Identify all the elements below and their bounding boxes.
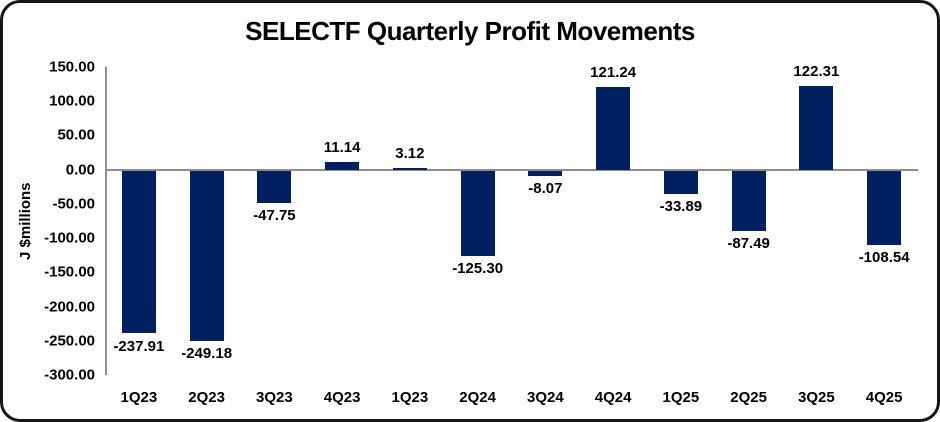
bar-value-label: 11.14 <box>323 139 361 157</box>
chart-title: SELECTF Quarterly Profit Movements <box>245 16 695 46</box>
y-tick-label: -250.00 <box>44 332 95 350</box>
x-tick-label: 3Q24 <box>527 389 564 406</box>
y-axis-line <box>105 67 107 375</box>
bar <box>528 170 563 177</box>
y-tick-label: 0.00 <box>65 161 95 179</box>
x-tick-label: 1Q23 <box>120 389 158 406</box>
x-tick-label: 4Q23 <box>323 389 361 406</box>
x-tick-label: 1Q25 <box>662 389 700 406</box>
y-tick-label: 50.00 <box>57 126 95 144</box>
y-tick-label: -150.00 <box>44 263 95 281</box>
x-tick-label: 2Q23 <box>188 389 225 406</box>
x-tick-label: 3Q25 <box>798 389 835 406</box>
bar <box>325 162 360 170</box>
bar <box>121 170 156 334</box>
y-tick-label: -300.00 <box>44 366 95 384</box>
y-tick-label: 100.00 <box>49 92 95 110</box>
y-tick-label: -200.00 <box>44 298 95 316</box>
y-tick-label: -100.00 <box>44 229 95 247</box>
bar <box>392 167 427 170</box>
bar <box>867 170 902 245</box>
bar <box>189 170 224 342</box>
x-tick-label: 1Q23 <box>391 389 429 406</box>
bar-value-label: 121.24 <box>590 63 637 81</box>
x-axis-labels: 1Q23 2Q23 3Q23 4Q23 1Q23 2Q24 3Q24 4Q24 1Q25 2Q25… <box>105 385 918 411</box>
bar <box>663 170 698 194</box>
bar-value-label: -237.91 <box>113 337 165 355</box>
plot-area: -237.91 -249.18 -47.75 11.14 3.12 -125.30 -8.0… <box>105 63 918 375</box>
y-tick-label: 150.00 <box>49 58 95 76</box>
bar <box>460 170 495 257</box>
y-tick-label: -50.00 <box>52 195 95 213</box>
x-tick-label: 4Q25 <box>865 389 903 406</box>
y-axis-ticks: 150.00 100.00 50.00 0.00 -50.00 -100.00 -150.0… <box>3 59 95 384</box>
bar <box>731 170 766 231</box>
bar-value-label: -87.49 <box>727 234 770 252</box>
bar <box>799 85 834 170</box>
bar-value-label: -33.89 <box>659 197 703 215</box>
x-tick-label: 2Q25 <box>730 389 767 406</box>
zero-axis-line <box>105 168 918 171</box>
bar-value-label: -125.30 <box>452 260 504 278</box>
bar-value-label: -108.54 <box>858 248 910 266</box>
bar <box>596 86 631 170</box>
bar-value-label: 3.12 <box>395 144 425 162</box>
bar <box>257 170 292 204</box>
bar-value-label: -8.07 <box>528 180 563 198</box>
bar-value-label: -47.75 <box>253 207 296 225</box>
x-tick-label: 4Q24 <box>594 389 632 406</box>
bar-value-label: 122.31 <box>793 62 840 80</box>
bar-value-label: -249.18 <box>181 345 233 363</box>
x-tick-label: 3Q23 <box>256 389 293 406</box>
x-tick-label: 2Q24 <box>459 389 496 406</box>
